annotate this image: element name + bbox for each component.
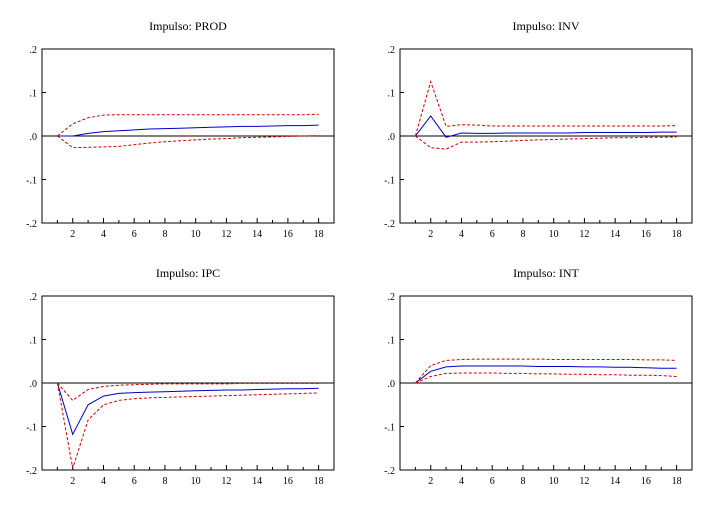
y-tick-label: .2 [388, 45, 396, 56]
y-tick-label: .1 [30, 336, 38, 347]
x-tick-label: 10 [549, 476, 559, 487]
chart-title: Impulso: INV [513, 19, 580, 33]
y-tick-label: .2 [388, 292, 396, 303]
y-tick-label: .0 [388, 379, 396, 390]
chart-panel-1: Impulso: PROD .2 .1 .0 -.1 -.2 2 4 6 8 10 12 14 16 18 [26, 19, 335, 240]
chart-panel-4: Impulso: INT .2 .1 .0 -.1 -.2 2 4 6 8 10 12 14 16 18 [384, 266, 693, 487]
x-tick-label: 6 [490, 476, 495, 487]
series-line-upper [415, 358, 677, 384]
x-tick-label: 4 [101, 476, 106, 487]
x-tick-label: 4 [459, 229, 464, 240]
x-tick-label: 8 [520, 476, 525, 487]
y-tick-label: .0 [30, 132, 38, 143]
x-tick-label: 14 [252, 476, 262, 487]
y-tick-label: .0 [30, 379, 38, 390]
x-tick-label: 6 [132, 229, 137, 240]
x-tick-label: 14 [252, 229, 262, 240]
series-line-response [57, 124, 319, 137]
series-line-response [56, 382, 319, 436]
x-tick-label: 4 [101, 229, 106, 240]
x-tick-label: 4 [459, 476, 464, 487]
x-tick-label: 18 [672, 229, 682, 240]
x-tick-label: 6 [132, 476, 137, 487]
y-tick-label: .1 [388, 336, 396, 347]
y-tick-label: -.2 [384, 219, 395, 230]
series-line-lower [415, 372, 677, 384]
x-tick-label: 8 [520, 229, 525, 240]
y-tick-label: -.1 [384, 423, 395, 434]
x-tick-label: 16 [283, 229, 293, 240]
x-tick-label: 12 [579, 476, 589, 487]
chart-title: Impulso: IPC [156, 266, 220, 280]
series-line-response [415, 115, 677, 138]
series-line-lower [57, 135, 319, 149]
x-tick-label: 2 [428, 476, 433, 487]
x-tick-label: 16 [641, 229, 651, 240]
x-tick-label: 18 [314, 476, 324, 487]
x-tick-label: 18 [672, 476, 682, 487]
x-tick-label: 6 [490, 229, 495, 240]
series-line-upper [414, 79, 677, 137]
x-tick-label: 18 [314, 229, 324, 240]
x-tick-label: 2 [70, 476, 75, 487]
x-tick-label: 12 [221, 229, 231, 240]
series-line-response [415, 365, 677, 384]
x-tick-label: 2 [70, 229, 75, 240]
y-tick-label: -.1 [26, 423, 37, 434]
chart-title: Impulso: PROD [149, 19, 227, 33]
y-tick-label: .2 [30, 45, 38, 56]
series-line-upper [57, 382, 319, 402]
chart-panel-2: Impulso: INV .2 .1 .0 -.1 -.2 2 4 6 8 10 12 14 16 18 [384, 19, 693, 240]
chart-panel-3: Impulso: IPC .2 .1 .0 -.1 -.2 2 4 6 8 10 12 14 16 18 [26, 266, 335, 487]
x-tick-label: 10 [191, 229, 201, 240]
chart-title: Impulso: INT [513, 266, 579, 280]
x-tick-label: 12 [221, 476, 231, 487]
x-tick-label: 14 [610, 229, 620, 240]
x-tick-label: 8 [162, 229, 167, 240]
y-tick-label: -.2 [26, 219, 37, 230]
x-tick-label: 12 [579, 229, 589, 240]
y-tick-label: -.1 [26, 176, 37, 187]
y-tick-label: .2 [30, 292, 38, 303]
series-line-lower [415, 135, 677, 150]
x-tick-label: 16 [641, 476, 651, 487]
series-line-lower [56, 382, 319, 469]
x-tick-label: 14 [610, 476, 620, 487]
x-tick-label: 8 [162, 476, 167, 487]
series-line-upper [57, 113, 319, 137]
x-tick-label: 16 [283, 476, 293, 487]
x-tick-label: 2 [428, 229, 433, 240]
x-tick-label: 10 [191, 476, 201, 487]
y-tick-label: -.1 [384, 176, 395, 187]
y-tick-label: .1 [388, 89, 396, 100]
y-tick-label: -.2 [26, 466, 37, 477]
x-tick-label: 10 [549, 229, 559, 240]
y-tick-label: .0 [388, 132, 396, 143]
y-tick-label: -.2 [384, 466, 395, 477]
y-tick-label: .1 [30, 89, 38, 100]
